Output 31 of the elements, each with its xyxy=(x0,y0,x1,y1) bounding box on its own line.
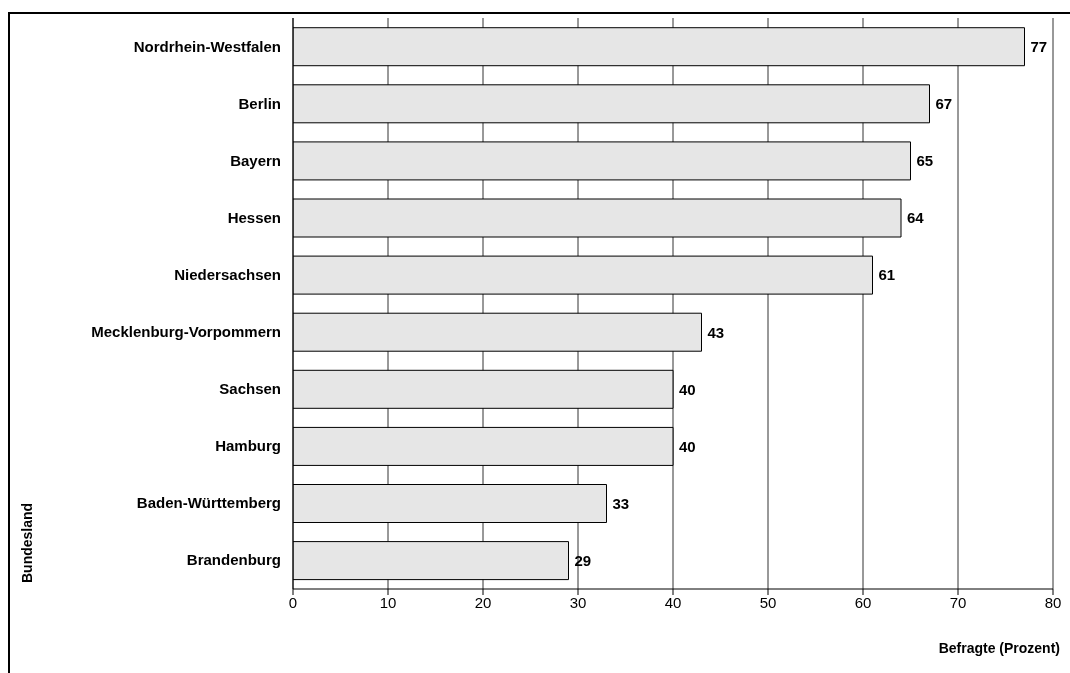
data-label: 65 xyxy=(916,152,934,170)
y-tick-label: Niedersachsen xyxy=(174,265,281,283)
y-tick-label: Sachsen xyxy=(219,380,281,398)
y-tick-label: Hamburg xyxy=(215,437,281,455)
y-tick-label: Berlin xyxy=(238,94,281,112)
y-tick-label: Baden-Württemberg xyxy=(136,494,281,512)
x-tick-label: 80 xyxy=(1044,593,1062,611)
y-tick-label: Hessen xyxy=(227,208,281,226)
data-label: 29 xyxy=(574,551,592,569)
y-tick-label: Bayern xyxy=(230,151,281,169)
data-label: 61 xyxy=(878,266,896,284)
x-tick-label: 70 xyxy=(949,593,967,611)
x-tick-label: 50 xyxy=(759,593,777,611)
x-tick-label: 20 xyxy=(474,593,492,611)
y-axis-title: Bundesland xyxy=(19,502,35,583)
data-label: 40 xyxy=(679,437,696,455)
data-label: 64 xyxy=(907,209,925,227)
x-tick-label: 40 xyxy=(664,593,682,611)
data-label: 43 xyxy=(707,323,725,341)
data-label: 77 xyxy=(1030,38,1048,56)
y-tick-label: Mecklenburg-Vorpommern xyxy=(91,323,281,341)
data-label: 33 xyxy=(612,494,630,512)
x-tick-label: 0 xyxy=(288,593,298,611)
x-tick-label: 10 xyxy=(379,593,397,611)
data-label: 67 xyxy=(935,95,953,113)
x-tick-label: 60 xyxy=(854,593,872,611)
data-label: 40 xyxy=(679,380,696,398)
y-tick-label: Nordrhein-Westfalen xyxy=(133,37,281,55)
x-axis-title: Befragte (Prozent) xyxy=(938,640,1060,656)
y-tick-label: Brandenburg xyxy=(186,551,281,569)
x-tick-label: 30 xyxy=(569,593,587,611)
